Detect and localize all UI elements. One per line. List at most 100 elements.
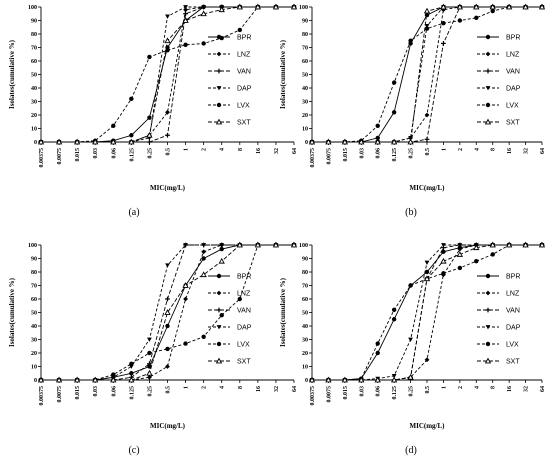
- y-tick-label: 60: [302, 297, 308, 303]
- legend-label-dap: DAP: [237, 325, 252, 332]
- data-point: [390, 138, 398, 145]
- data-point: [73, 138, 81, 145]
- y-tick-label: 70: [302, 46, 308, 52]
- legend-marker-bpr: [216, 273, 222, 279]
- x-tick-label: 1: [441, 386, 447, 389]
- data-point: [165, 48, 170, 53]
- y-tick-label: 30: [31, 100, 37, 106]
- x-tick-label: 1: [184, 148, 190, 151]
- data-point: [201, 5, 207, 10]
- data-point: [219, 35, 224, 41]
- data-point: [424, 269, 430, 275]
- x-tick-label: 0.0075: [57, 386, 63, 403]
- legend-marker-lnz: [216, 51, 222, 57]
- legend-label-lvx: LVX: [506, 342, 519, 349]
- y-tick-label: 50: [302, 73, 308, 79]
- x-tick-label: 0.5: [425, 386, 431, 394]
- data-point: [408, 283, 413, 288]
- x-tick-label: 8: [238, 386, 244, 389]
- x-tick-label: 0.015: [343, 148, 349, 162]
- chart-panel-4: 0 10 20 30 40 50 60 70 80 90 100 0.00375 0.0075 0.015…: [279, 241, 546, 456]
- data-point: [457, 18, 463, 23]
- data-point: [182, 282, 189, 288]
- series-sxt: [37, 3, 298, 145]
- x-tick-label: 1: [184, 386, 190, 389]
- data-point: [440, 257, 447, 264]
- x-axis-label: MIC(mg/L): [410, 184, 446, 192]
- data-point: [424, 112, 430, 118]
- legend-marker-lnz: [485, 51, 491, 57]
- data-point: [408, 38, 413, 43]
- data-point: [375, 350, 380, 356]
- data-point: [424, 260, 430, 265]
- data-point: [147, 350, 152, 356]
- y-tick-label: 50: [31, 73, 37, 79]
- legend-label-lvx: LVX: [506, 103, 519, 110]
- legend-label-van: VAN: [506, 308, 520, 315]
- data-point: [424, 26, 430, 31]
- legend-label-sxt: SXT: [237, 359, 251, 366]
- x-tick-label: 0.015: [343, 386, 349, 400]
- x-tick-label: 0.015: [75, 386, 81, 400]
- data-point: [200, 271, 207, 278]
- y-axis-label: Isolates(cumulative %): [8, 39, 16, 109]
- data-point: [165, 323, 170, 329]
- legend-label-bpr: BPR: [237, 274, 251, 281]
- x-tick-label: 0.5: [166, 148, 172, 156]
- data-point: [147, 364, 152, 369]
- y-tick-label: 20: [31, 351, 37, 357]
- data-point: [219, 243, 225, 248]
- y-tick-label: 40: [31, 86, 37, 92]
- data-point: [37, 138, 45, 145]
- x-tick-label: 0.0075: [326, 386, 332, 403]
- data-point: [441, 21, 446, 26]
- series-sxt: [37, 241, 298, 383]
- data-point: [522, 241, 529, 248]
- legend-marker-van: [485, 307, 491, 313]
- chart-panel-3: 0 10 20 30 40 50 60 70 80 90 100 0.00375 0.0075 0.015…: [8, 241, 298, 456]
- data-point: [441, 243, 446, 248]
- legend-marker-lvx: [216, 341, 222, 347]
- data-point: [375, 135, 380, 141]
- data-point: [457, 265, 463, 271]
- legend-label-sxt: SXT: [506, 120, 520, 127]
- panel-caption: (a): [128, 207, 139, 218]
- x-tick-label: 2: [458, 148, 464, 151]
- data-point: [147, 115, 152, 120]
- y-tick-label: 0: [34, 140, 37, 146]
- data-point: [128, 138, 135, 145]
- y-tick-label: 50: [302, 311, 308, 317]
- data-point: [237, 27, 242, 33]
- y-tick-label: 40: [31, 324, 37, 330]
- legend-marker-dap: [485, 325, 491, 330]
- data-point: [390, 376, 398, 383]
- data-point: [254, 241, 262, 248]
- data-point: [538, 3, 546, 10]
- data-point: [407, 138, 414, 145]
- y-tick-label: 100: [299, 243, 308, 249]
- data-point: [236, 3, 243, 10]
- y-tick-label: 10: [302, 365, 308, 371]
- data-point: [165, 14, 170, 19]
- x-tick-label: 2: [202, 386, 208, 389]
- data-point: [489, 241, 496, 248]
- x-tick-label: 0.0075: [57, 148, 63, 165]
- y-tick-label: 90: [31, 19, 37, 25]
- legend-marker-sxt: [215, 357, 223, 364]
- legend-marker-dap: [216, 86, 222, 91]
- data-point: [489, 3, 496, 10]
- x-tick-label: 32: [274, 148, 280, 154]
- data-point: [237, 296, 242, 302]
- x-tick-label: 0.25: [409, 148, 415, 159]
- series-bpr: [38, 4, 297, 145]
- x-tick-label: 2: [202, 148, 208, 151]
- data-point: [201, 243, 207, 248]
- x-tick-label: 32: [524, 148, 530, 154]
- data-point: [183, 341, 188, 346]
- y-tick-label: 80: [302, 32, 308, 38]
- y-tick-label: 40: [302, 86, 308, 92]
- legend-label-lvx: LVX: [237, 103, 250, 110]
- legend-label-lnz: LNZ: [237, 52, 251, 59]
- data-point: [183, 42, 188, 47]
- data-point: [290, 3, 298, 10]
